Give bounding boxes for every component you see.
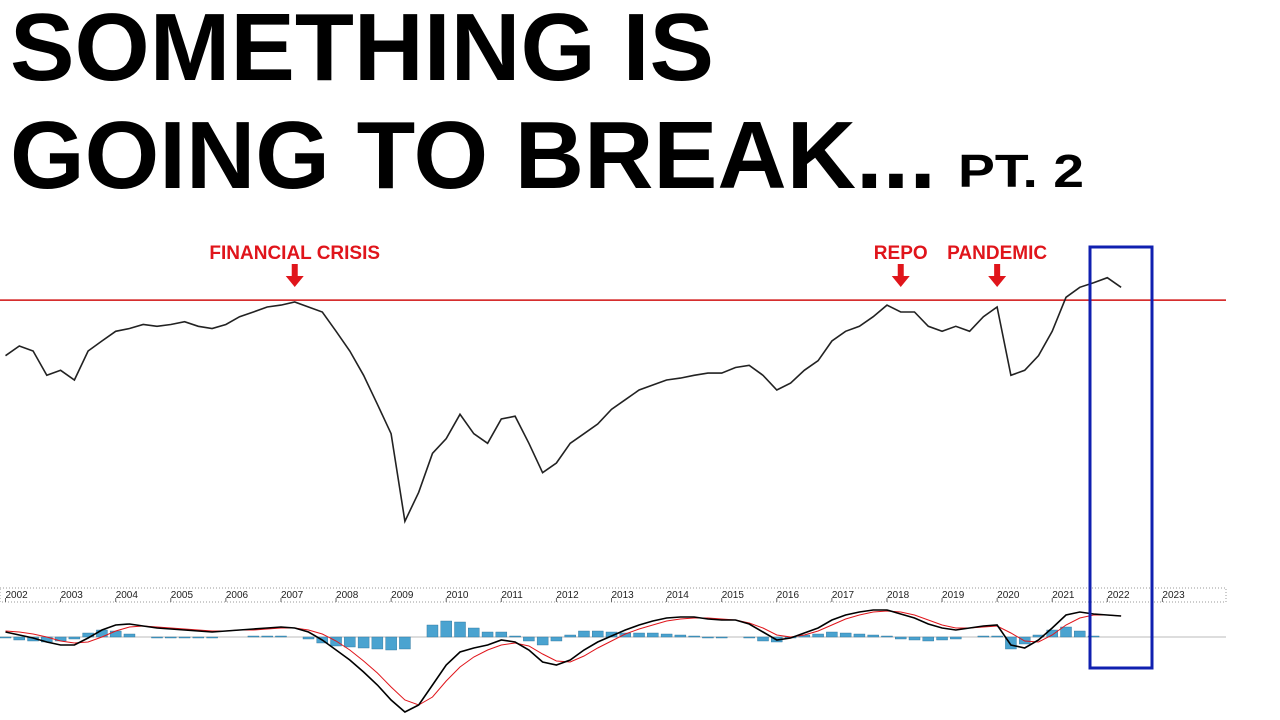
x-tick-label: 2004 (116, 590, 139, 601)
macd-histogram-bar (908, 636, 921, 641)
macd-histogram-bar (633, 632, 645, 638)
annotation-arrow (891, 264, 910, 287)
macd-histogram-bar (165, 636, 177, 639)
x-tick-label: 2017 (832, 590, 855, 601)
macd-histogram-bar (839, 632, 852, 638)
macd-histogram-bar (991, 635, 1003, 638)
macd-histogram-bar (688, 635, 700, 638)
macd-histogram-bar (13, 636, 25, 641)
x-tick-label: 2006 (226, 590, 249, 601)
macd-histogram-bar (1087, 635, 1100, 638)
annotation: PANDEMIC (947, 243, 1047, 264)
x-tick-label: 2003 (61, 590, 84, 601)
x-tick-label: 2012 (556, 590, 579, 601)
x-tick-label: 2023 (1162, 590, 1185, 601)
macd-histogram-bar (96, 629, 108, 638)
macd-histogram-bar (468, 627, 480, 638)
x-tick-label: 2009 (391, 590, 414, 601)
x-tick-label: 2011 (501, 590, 523, 601)
macd-histogram-bar (592, 630, 604, 638)
macd-histogram-bar (1005, 636, 1017, 650)
macd-histogram-bar (509, 635, 521, 638)
macd-histogram-bar (371, 636, 384, 650)
macd-histogram-bar (977, 635, 990, 638)
macd-histogram-bar (481, 631, 494, 638)
macd-histogram-bar (206, 636, 218, 639)
macd-histogram-bar (715, 636, 728, 639)
macd-histogram-bar (151, 636, 163, 639)
macd-histogram-bar (578, 630, 590, 638)
title-line: SOMETHING IS (10, 0, 714, 101)
macd-histogram-bar (495, 631, 508, 638)
macd-histogram-bar (853, 633, 866, 638)
signal-line (5, 610, 1122, 706)
macd-histogram-bar (757, 636, 769, 642)
macd-histogram-bar (123, 633, 136, 638)
macd-histogram-bar (523, 636, 535, 642)
macd-histogram-bar (702, 636, 714, 639)
macd-histogram-bar (922, 636, 934, 642)
macd-histogram-bar (605, 631, 618, 638)
macd-line (5, 609, 1122, 713)
macd-histogram-bar (385, 636, 397, 651)
x-tick-label: 2019 (942, 590, 965, 601)
macd-histogram-bar (936, 636, 948, 641)
macd-histogram-bar (454, 621, 466, 638)
macd-histogram-bar (1060, 626, 1072, 638)
macd-histogram-bar (674, 634, 687, 638)
macd-histogram-bar (247, 635, 260, 638)
macd-histogram-bar (536, 636, 549, 646)
macd-histogram-bar (619, 632, 631, 638)
macd-histogram-bar (881, 635, 893, 638)
macd-histogram-bar (178, 636, 191, 639)
title-line: GOING TO BREAK... (10, 102, 936, 209)
annotation: REPO (874, 243, 928, 264)
macd-histogram-bar (440, 620, 452, 638)
macd-histogram-bar (826, 631, 838, 638)
x-tick-label: 2010 (446, 590, 469, 601)
macd-histogram-bar (109, 630, 122, 638)
macd-histogram-bar (950, 636, 962, 640)
title-suffix: PT. 2 (958, 145, 1084, 197)
x-tick-label: 2007 (281, 590, 304, 601)
x-tick-label: 2008 (336, 590, 359, 601)
x-tick-label: 2014 (667, 590, 690, 601)
macd-histogram-bar (275, 635, 287, 638)
macd-histogram-bar (68, 636, 81, 640)
macd-histogram-bar (660, 633, 673, 638)
macd-histogram-bar (0, 636, 12, 639)
date-axis-band (0, 587, 1227, 603)
x-tick-label: 2022 (1107, 590, 1130, 601)
macd-histogram-bar (743, 636, 755, 639)
price-line (5, 276, 1122, 524)
x-tick-label: 2016 (777, 590, 800, 601)
macd-histogram-bar (426, 624, 439, 638)
macd-histogram-bar (357, 636, 370, 649)
x-tick-label: 2015 (722, 590, 745, 601)
x-tick-label: 2013 (612, 590, 635, 601)
annotation-arrow (285, 264, 304, 287)
annotation: FINANCIAL CRISIS (209, 243, 380, 264)
macd-histogram-bar (550, 636, 563, 642)
macd-histogram-bar (647, 632, 659, 638)
x-tick-label: 2018 (887, 590, 910, 601)
highlight-box (1088, 245, 1154, 670)
x-tick-label: 2020 (997, 590, 1020, 601)
macd-histogram-bar (261, 635, 273, 638)
x-tick-label: 2021 (1052, 590, 1075, 601)
macd-histogram-bar (192, 636, 205, 639)
macd-histogram-bar (867, 634, 879, 638)
macd-histogram-bar (399, 636, 411, 650)
macd-histogram-bar (812, 633, 824, 638)
macd-histogram-bar (344, 636, 356, 648)
macd-histogram-bar (1074, 630, 1086, 638)
macd-histogram-bar (302, 636, 315, 640)
x-tick-label: 2002 (6, 590, 29, 601)
annotation-arrow (988, 264, 1007, 287)
macd-histogram-bar (895, 636, 907, 640)
x-tick-label: 2005 (171, 590, 194, 601)
macd-histogram-bar (564, 634, 576, 638)
